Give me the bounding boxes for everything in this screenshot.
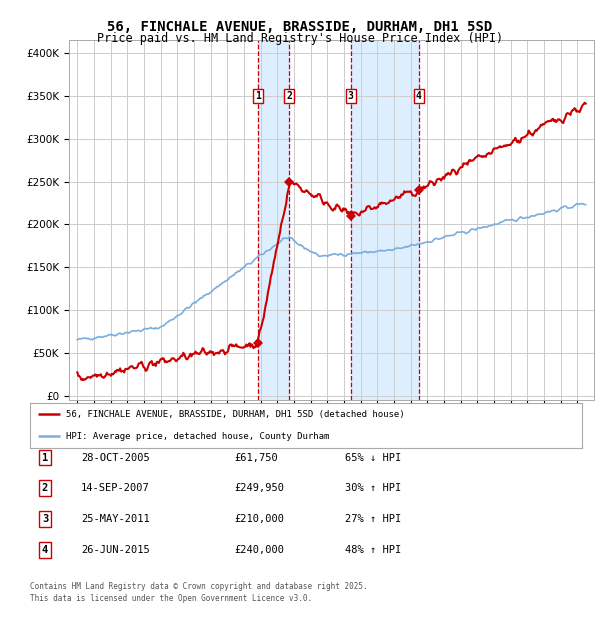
Text: Contains HM Land Registry data © Crown copyright and database right 2025.
This d: Contains HM Land Registry data © Crown c… bbox=[30, 582, 368, 603]
Text: 4: 4 bbox=[42, 545, 48, 555]
Text: £240,000: £240,000 bbox=[234, 545, 284, 555]
Text: 2: 2 bbox=[42, 483, 48, 493]
Bar bbox=[258, 40, 289, 400]
Text: 25-MAY-2011: 25-MAY-2011 bbox=[81, 514, 150, 524]
Text: £249,950: £249,950 bbox=[234, 483, 284, 493]
Text: £61,750: £61,750 bbox=[234, 453, 278, 463]
Text: 56, FINCHALE AVENUE, BRASSIDE, DURHAM, DH1 5SD: 56, FINCHALE AVENUE, BRASSIDE, DURHAM, D… bbox=[107, 20, 493, 35]
Text: 48% ↑ HPI: 48% ↑ HPI bbox=[345, 545, 401, 555]
Text: 1: 1 bbox=[255, 91, 261, 101]
Text: HPI: Average price, detached house, County Durham: HPI: Average price, detached house, Coun… bbox=[66, 432, 329, 441]
Text: 56, FINCHALE AVENUE, BRASSIDE, DURHAM, DH1 5SD (detached house): 56, FINCHALE AVENUE, BRASSIDE, DURHAM, D… bbox=[66, 410, 404, 418]
Text: 4: 4 bbox=[416, 91, 422, 101]
Text: 27% ↑ HPI: 27% ↑ HPI bbox=[345, 514, 401, 524]
Text: 14-SEP-2007: 14-SEP-2007 bbox=[81, 483, 150, 493]
Text: 3: 3 bbox=[348, 91, 353, 101]
Text: £210,000: £210,000 bbox=[234, 514, 284, 524]
Text: 30% ↑ HPI: 30% ↑ HPI bbox=[345, 483, 401, 493]
Bar bbox=[350, 40, 419, 400]
Text: 65% ↓ HPI: 65% ↓ HPI bbox=[345, 453, 401, 463]
Text: 28-OCT-2005: 28-OCT-2005 bbox=[81, 453, 150, 463]
Text: 26-JUN-2015: 26-JUN-2015 bbox=[81, 545, 150, 555]
Text: Price paid vs. HM Land Registry's House Price Index (HPI): Price paid vs. HM Land Registry's House … bbox=[97, 32, 503, 45]
Text: 1: 1 bbox=[42, 453, 48, 463]
Text: 3: 3 bbox=[42, 514, 48, 524]
Text: 2: 2 bbox=[286, 91, 292, 101]
